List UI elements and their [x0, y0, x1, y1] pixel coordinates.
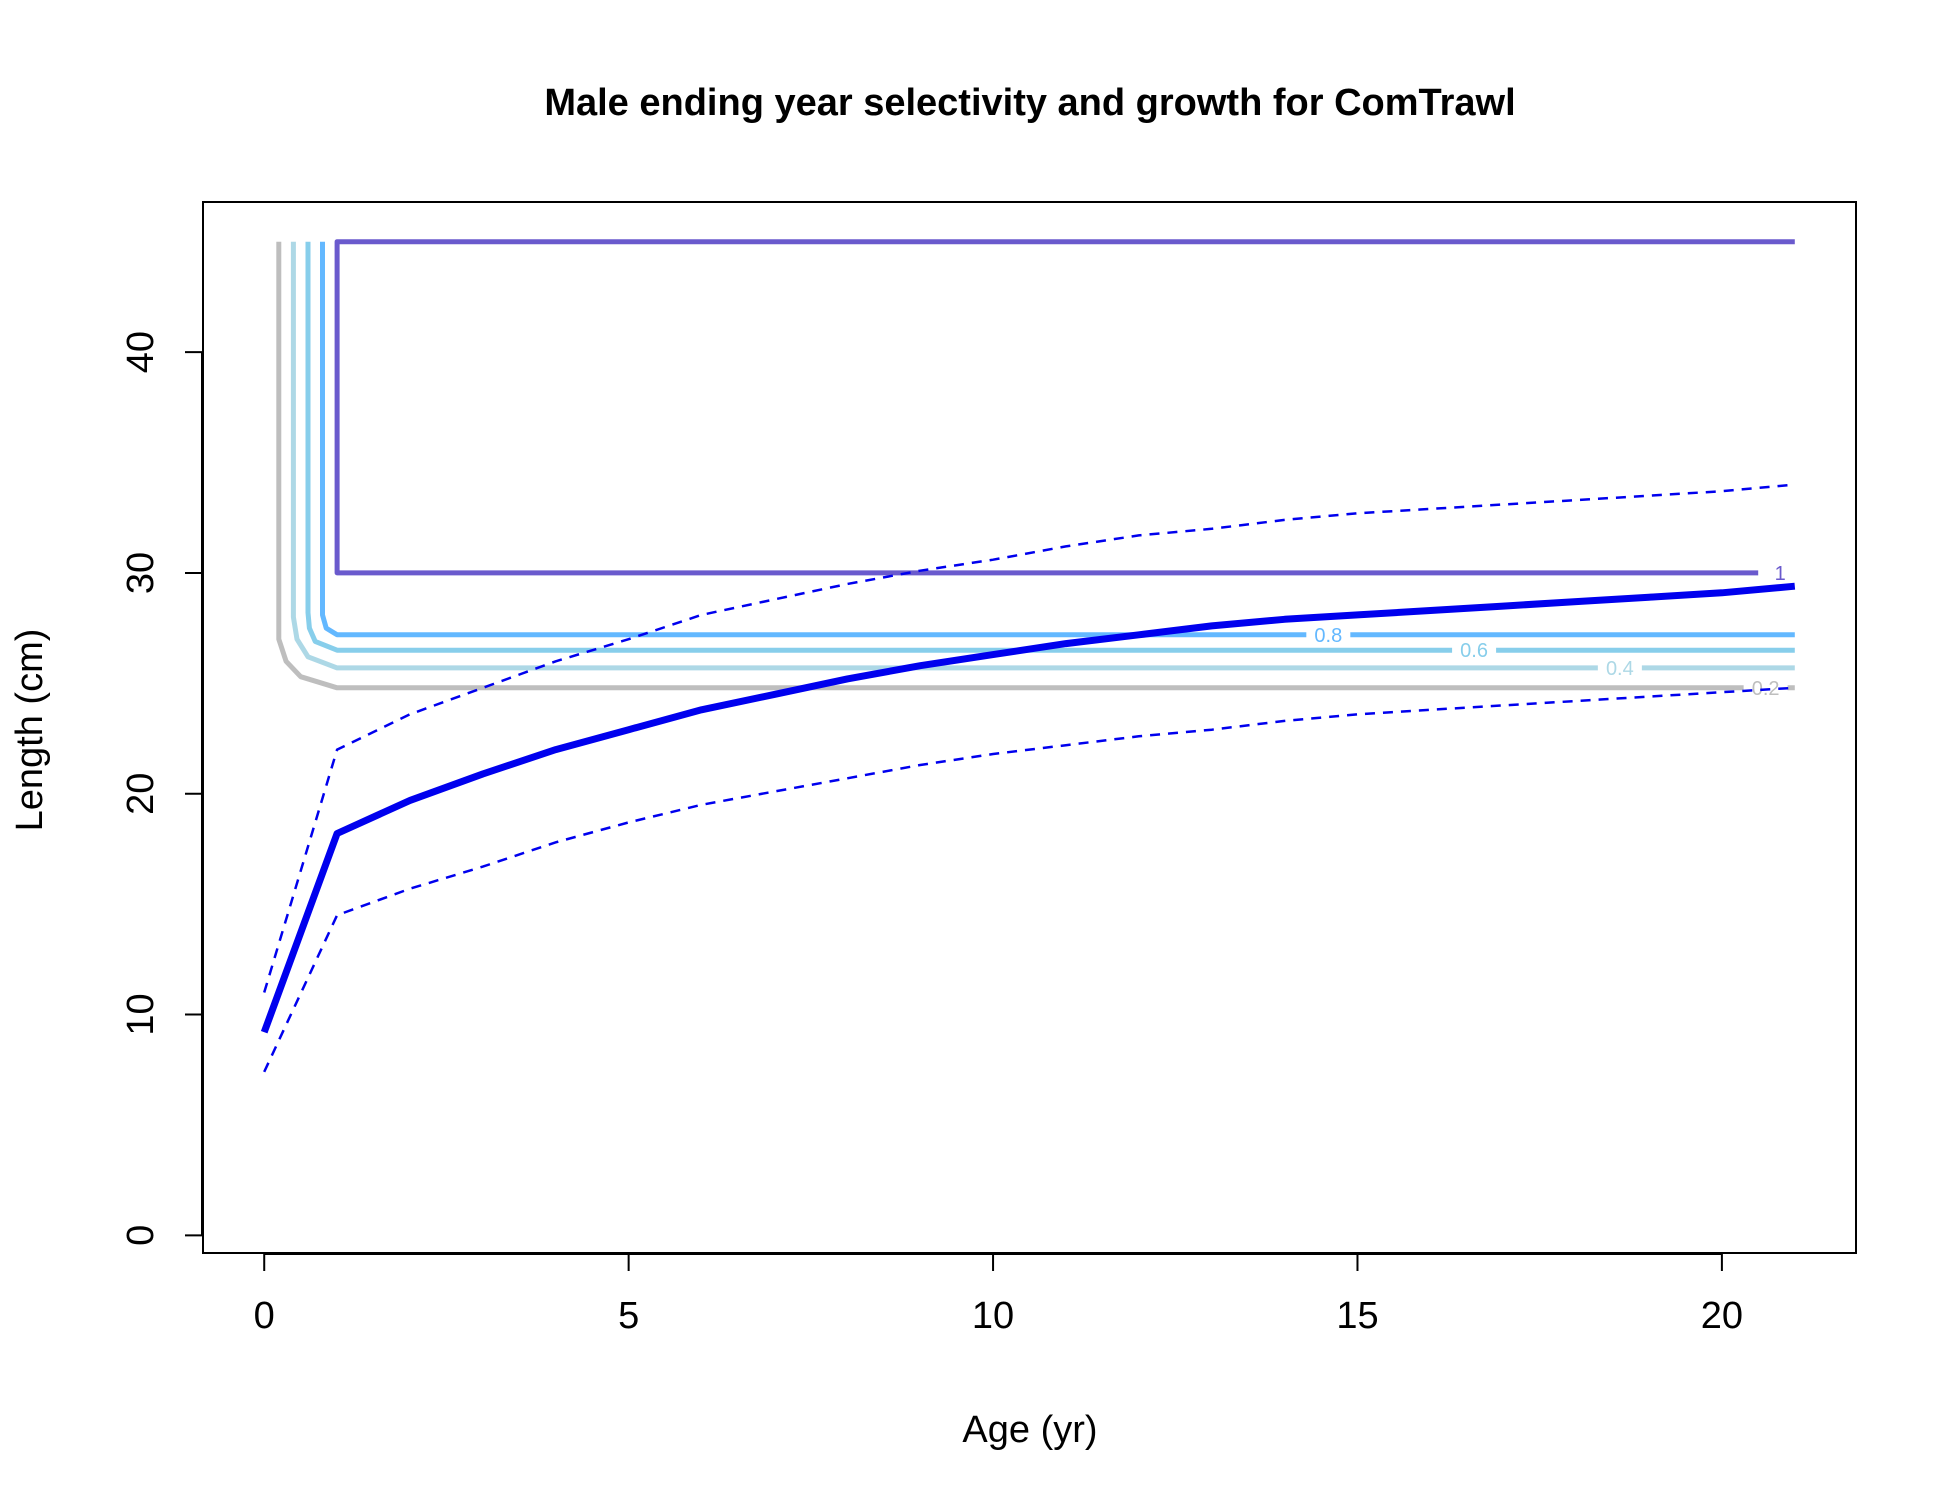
- selectivity-contours: 0.20.40.60.81: [276, 239, 1803, 700]
- series-growth-upper: [263, 483, 1795, 993]
- y-axis-label: Length (cm): [9, 629, 51, 832]
- y-tick-label: 20: [120, 773, 162, 815]
- x-tick-label: 20: [1701, 1295, 1743, 1337]
- contour-label-gap: [1452, 639, 1497, 662]
- contour-label-gap: [1597, 656, 1642, 679]
- contour-label-0.6: 0.6: [1460, 640, 1488, 662]
- contour-label-1: 1: [1775, 563, 1786, 585]
- contour-line-0.8: [320, 241, 1795, 638]
- x-tick-label: 10: [972, 1295, 1014, 1337]
- growth-curves: [260, 483, 1796, 1073]
- contour-line-0.2: [276, 241, 1795, 691]
- chart-title: Male ending year selectivity and growth …: [544, 82, 1515, 124]
- y-tick-label: 0: [120, 1225, 162, 1246]
- contour-line-0.6: [305, 241, 1795, 653]
- contour-line-1: [334, 239, 1795, 576]
- contour-line-0.4: [290, 241, 1795, 671]
- x-axis: 0 5 10 15 20: [254, 1253, 1743, 1337]
- x-tick-label: 0: [254, 1295, 275, 1337]
- x-tick-label: 5: [618, 1295, 639, 1337]
- contour-label-gap: [1306, 623, 1351, 646]
- y-axis: 0 10 20 30 40: [120, 331, 203, 1246]
- contour-label-0.4: 0.4: [1606, 658, 1634, 680]
- y-tick-label: 30: [120, 552, 162, 594]
- series-growth-lower: [263, 686, 1795, 1073]
- y-tick-label: 40: [120, 331, 162, 373]
- contour-label-gap: [1758, 561, 1803, 584]
- contour-label-gap: [1743, 676, 1788, 699]
- contour-label-0.8: 0.8: [1314, 625, 1342, 647]
- series-growth-mean: [260, 582, 1796, 1034]
- plot-frame: [202, 201, 1857, 1254]
- x-axis-label: Age (yr): [962, 1409, 1097, 1451]
- y-tick-label: 10: [120, 993, 162, 1035]
- x-tick-label: 15: [1336, 1295, 1378, 1337]
